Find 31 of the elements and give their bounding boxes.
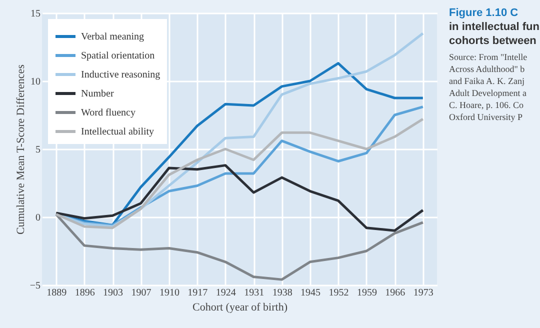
legend-label: Verbal meaning (81, 32, 144, 42)
source-note: Source: From "Intelle Across Adulthood" b and Faika A. K. Zanj Adult Development a C. Hoare, p. 106. Co Oxford University P (449, 52, 528, 122)
x-axis-title: Cohort (year of birth) (192, 302, 288, 314)
x-tick-label: 1959 (356, 288, 377, 298)
y-tick-label: 5 (36, 144, 40, 156)
legend-label: Inductive reasoning (81, 70, 160, 80)
legend-label: Intellectual ability (81, 126, 154, 138)
x-tick-label: 1938 (272, 288, 292, 298)
legend-label: Number (81, 88, 114, 100)
x-tick-label: 1910 (159, 288, 180, 298)
x-tick-label: 1945 (300, 288, 321, 298)
x-tick-label: 1973 (413, 288, 434, 298)
y-tick-label: 10 (30, 76, 40, 88)
x-tick-label: 1889 (46, 288, 67, 298)
x-tick-label: 1924 (216, 288, 236, 298)
x-tick-label: 1931 (244, 288, 264, 298)
x-tick-label: 1966 (385, 288, 406, 298)
y-tick-label: 15 (30, 8, 40, 20)
x-tick-label: 1907 (131, 288, 152, 298)
legend-label: Spatial orientation (81, 50, 155, 62)
x-tick-label: 1952 (328, 288, 349, 298)
y-axis-title: Cumulative Mean T-Score Differences (14, 64, 27, 234)
y-tick-label: −5 (30, 280, 40, 292)
line-series (54, 213, 424, 281)
text: Figure 1.10 C in intellectual fun cohorts between (449, 7, 540, 47)
line-series (54, 164, 424, 232)
legend-label: Word fluency (81, 108, 136, 118)
y-tick-label: 0 (36, 212, 40, 224)
x-tick-label: 1903 (103, 288, 124, 298)
x-tick-label: 1917 (188, 288, 208, 298)
x-tick-label: 1896 (74, 288, 95, 298)
